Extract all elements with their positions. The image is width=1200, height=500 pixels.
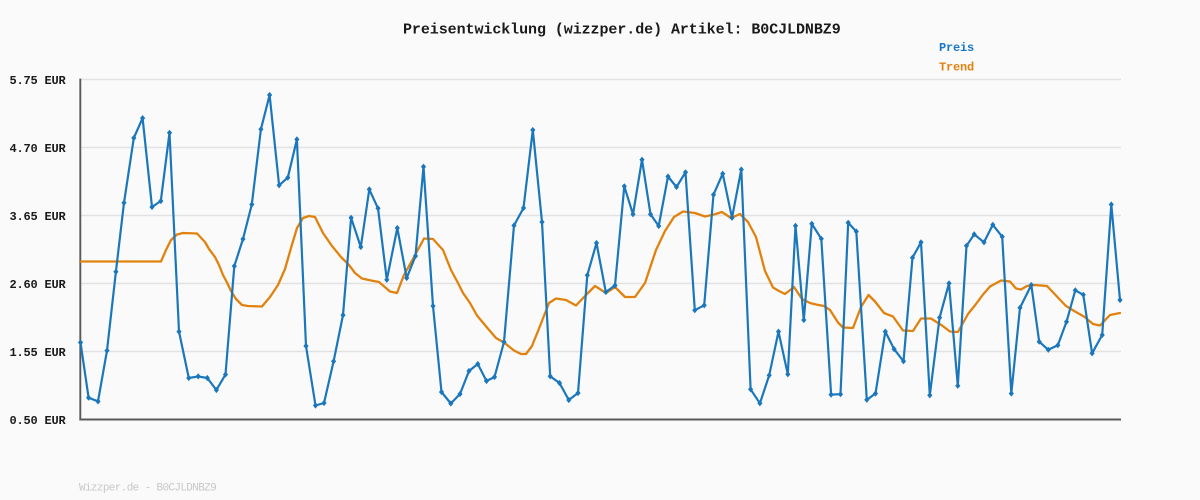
svg-text:5.75 EUR: 5.75 EUR — [9, 74, 66, 88]
svg-text:0.50 EUR: 0.50 EUR — [9, 414, 66, 428]
svg-text:Preis: Preis — [939, 41, 974, 55]
svg-text:4.70 EUR: 4.70 EUR — [9, 142, 66, 156]
svg-text:Preisentwicklung (wizzper.de): Preisentwicklung (wizzper.de) Artikel: B… — [403, 22, 841, 39]
svg-text:Trend: Trend — [939, 61, 974, 75]
svg-text:2.60 EUR: 2.60 EUR — [9, 278, 66, 292]
svg-text:1.55 EUR: 1.55 EUR — [9, 346, 66, 360]
svg-text:3.65 EUR: 3.65 EUR — [9, 210, 66, 224]
svg-text:Wizzper.de - B0CJLDNBZ9: Wizzper.de - B0CJLDNBZ9 — [79, 482, 216, 494]
